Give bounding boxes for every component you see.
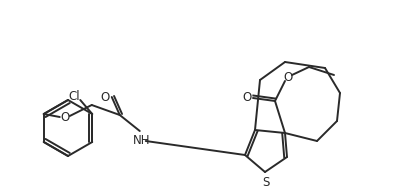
Text: O: O	[60, 111, 69, 123]
Text: O: O	[283, 71, 293, 83]
Text: Cl: Cl	[68, 90, 80, 103]
Text: S: S	[263, 175, 270, 189]
Text: O: O	[243, 91, 252, 103]
Text: O: O	[100, 91, 109, 103]
Text: NH: NH	[133, 133, 151, 146]
